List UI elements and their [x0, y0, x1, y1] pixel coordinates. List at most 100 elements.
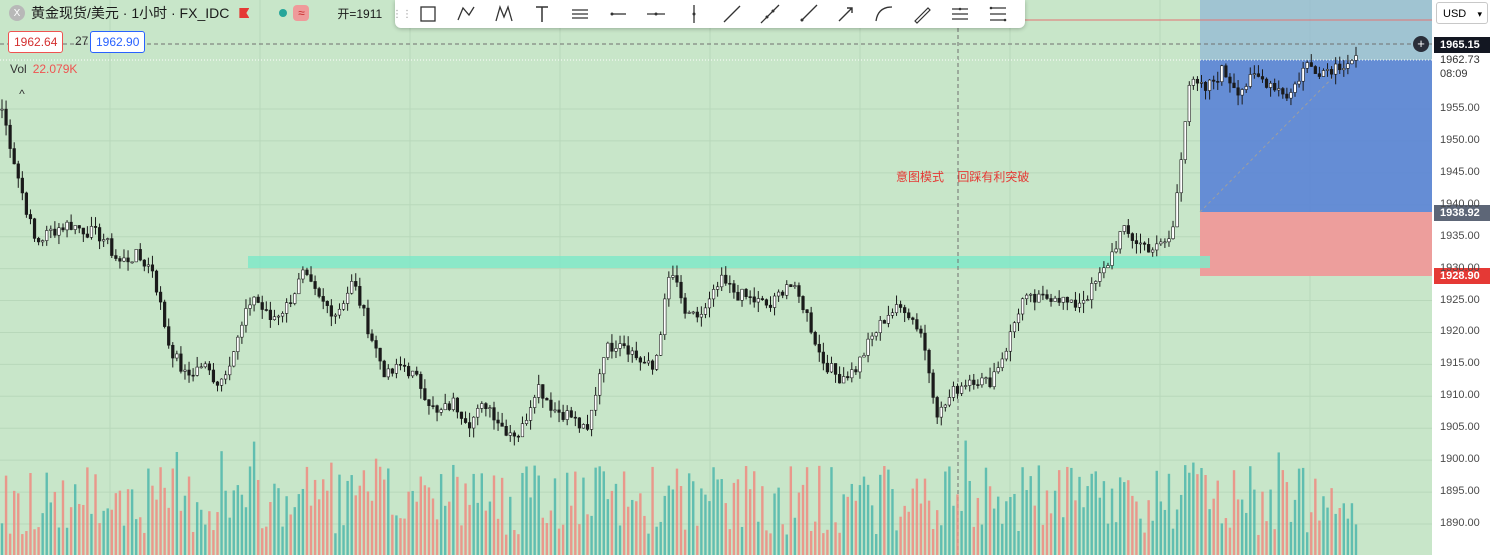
chart-annotation[interactable]: 意图模式 回踩有利突破 [896, 170, 1030, 184]
wave-icon[interactable]: ≈ [293, 5, 310, 21]
volume-bar [1118, 477, 1122, 555]
volume-bar [667, 485, 671, 555]
volume-bar [984, 467, 988, 555]
candle-body [882, 320, 886, 324]
candle-body [1256, 73, 1261, 77]
key-level-band[interactable] [248, 256, 1210, 268]
volume-bar [261, 528, 264, 555]
volume-bar [724, 503, 727, 555]
volume-bar [692, 481, 695, 555]
candle-body [1069, 299, 1073, 303]
candle-body [1313, 66, 1317, 74]
stop-price-tag: 1928.90 [1434, 268, 1490, 284]
candle-body [809, 312, 813, 333]
candle-body [293, 293, 297, 304]
stop-zone[interactable] [1200, 212, 1432, 276]
candle-body [346, 292, 350, 304]
price-tick-label: 1955.00 [1440, 102, 1480, 114]
horizontal-ray-icon[interactable] [599, 1, 637, 27]
volume-bar [273, 483, 276, 555]
volume-bar [1127, 480, 1130, 555]
ask-price-box[interactable]: 1962.90 [90, 31, 146, 53]
add-alert-button[interactable]: + [1413, 36, 1429, 52]
candle-body [435, 405, 439, 413]
volume-bar [976, 497, 980, 555]
symbol-title[interactable]: 黄金现货/美元 · 1小时 · FX_IDC [31, 5, 230, 21]
volume-label: Vol [10, 62, 27, 76]
horizontal-lines-icon[interactable] [941, 1, 979, 27]
rectangle-icon[interactable] [409, 1, 447, 27]
candle-body [675, 275, 679, 283]
candle-body [862, 355, 866, 358]
volume-bar [1147, 500, 1150, 555]
candle-body [756, 298, 760, 303]
price-tick-label: 1890.00 [1440, 517, 1480, 529]
volume-bar [293, 507, 296, 555]
volume-bar [822, 533, 825, 555]
trend-line-icon[interactable] [713, 1, 751, 27]
candle-body [32, 218, 37, 239]
volume-bar [484, 510, 488, 555]
candle-body [386, 368, 390, 378]
volume-bar [663, 495, 666, 555]
candle-body [1220, 65, 1224, 82]
arrow-icon[interactable] [827, 1, 865, 27]
price-chart[interactable] [0, 0, 1432, 555]
horizontal-line-icon[interactable] [637, 1, 675, 27]
candle-body [638, 357, 642, 363]
candle-body [1081, 300, 1086, 304]
volume-bar [236, 485, 240, 555]
volume-bar [968, 480, 971, 555]
volume-bar [21, 534, 24, 555]
collapse-legend-button[interactable]: ^ [19, 87, 25, 101]
volume-bar [1188, 472, 1191, 555]
candle-body [565, 410, 569, 420]
brush-icon[interactable] [903, 1, 941, 27]
volume-bar [326, 490, 329, 555]
candle-body [423, 388, 427, 401]
volume-bar [342, 525, 345, 555]
candle-body [1130, 233, 1134, 241]
candle-body [508, 432, 512, 436]
candle-body [866, 338, 870, 356]
candle-body [1252, 73, 1256, 75]
symbol-logo-icon[interactable]: X [9, 5, 25, 21]
bid-price-box[interactable]: 1962.64 [8, 31, 64, 53]
vertical-line-icon[interactable] [675, 1, 713, 27]
price-tick-label: 1930.00 [1440, 261, 1480, 274]
path-icon[interactable] [447, 1, 485, 27]
flag-icon[interactable] [239, 8, 250, 18]
currency-select[interactable]: USD ▾ [1436, 2, 1488, 24]
extended-line-icon[interactable] [751, 1, 789, 27]
candle-body [45, 230, 49, 241]
price-tick-label: 1895.00 [1440, 485, 1480, 498]
volume-bar [1131, 495, 1134, 555]
volume-bar [86, 467, 89, 555]
pattern-icon[interactable] [485, 1, 523, 27]
text-icon[interactable] [523, 1, 561, 27]
volume-bar [78, 503, 81, 555]
toolbar-grip-icon[interactable]: ⋮⋮ [392, 8, 412, 20]
candle-body [1325, 69, 1330, 71]
ray-icon[interactable] [789, 1, 827, 27]
candle-body [12, 148, 16, 165]
volume-bar [102, 510, 105, 555]
parallel-lines-icon[interactable] [561, 1, 599, 27]
menu-lines-icon[interactable] [979, 1, 1017, 27]
candles [0, 46, 1358, 446]
candle-body [378, 347, 382, 362]
price-tick-label: 1905.00 [1440, 421, 1480, 434]
volume-bar [159, 467, 162, 555]
candle-body [175, 353, 179, 359]
volume-bar [322, 479, 325, 555]
candle-body [634, 350, 638, 359]
curve-icon[interactable] [865, 1, 903, 27]
candle-body [972, 379, 976, 385]
candle-body [923, 332, 927, 351]
candle-body [447, 403, 451, 410]
volume-bar [200, 509, 203, 555]
candle-body [41, 240, 45, 243]
volume-bar [1289, 521, 1293, 555]
target-zone[interactable] [1200, 60, 1432, 212]
volume-bar [244, 507, 248, 555]
